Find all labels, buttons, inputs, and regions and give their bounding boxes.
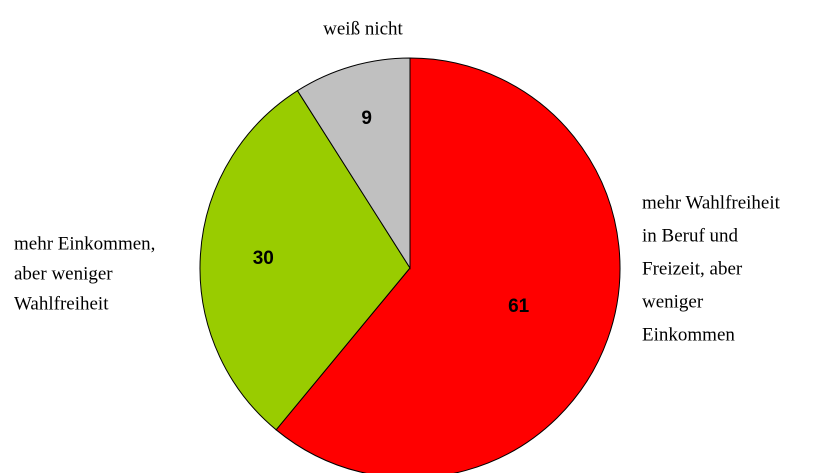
- value-label: 61: [508, 296, 530, 317]
- value-label: 30: [253, 248, 274, 269]
- value-label: 9: [361, 108, 372, 129]
- category-label: Einkommen: [642, 324, 735, 345]
- category-label: weniger: [642, 291, 704, 312]
- category-label: mehr Einkommen,: [14, 233, 155, 254]
- category-label: Freizeit, aber: [642, 258, 743, 279]
- category-label: aber weniger: [14, 263, 113, 284]
- category-label: weiß nicht: [323, 18, 403, 39]
- pie-slice: [275, 57, 621, 473]
- category-label: mehr Wahlfreiheit: [642, 192, 781, 213]
- category-label: Wahlfreiheit: [14, 293, 109, 314]
- category-label: in Beruf und: [642, 225, 739, 246]
- pie-slice: [296, 57, 411, 270]
- pie-slice: [199, 90, 411, 431]
